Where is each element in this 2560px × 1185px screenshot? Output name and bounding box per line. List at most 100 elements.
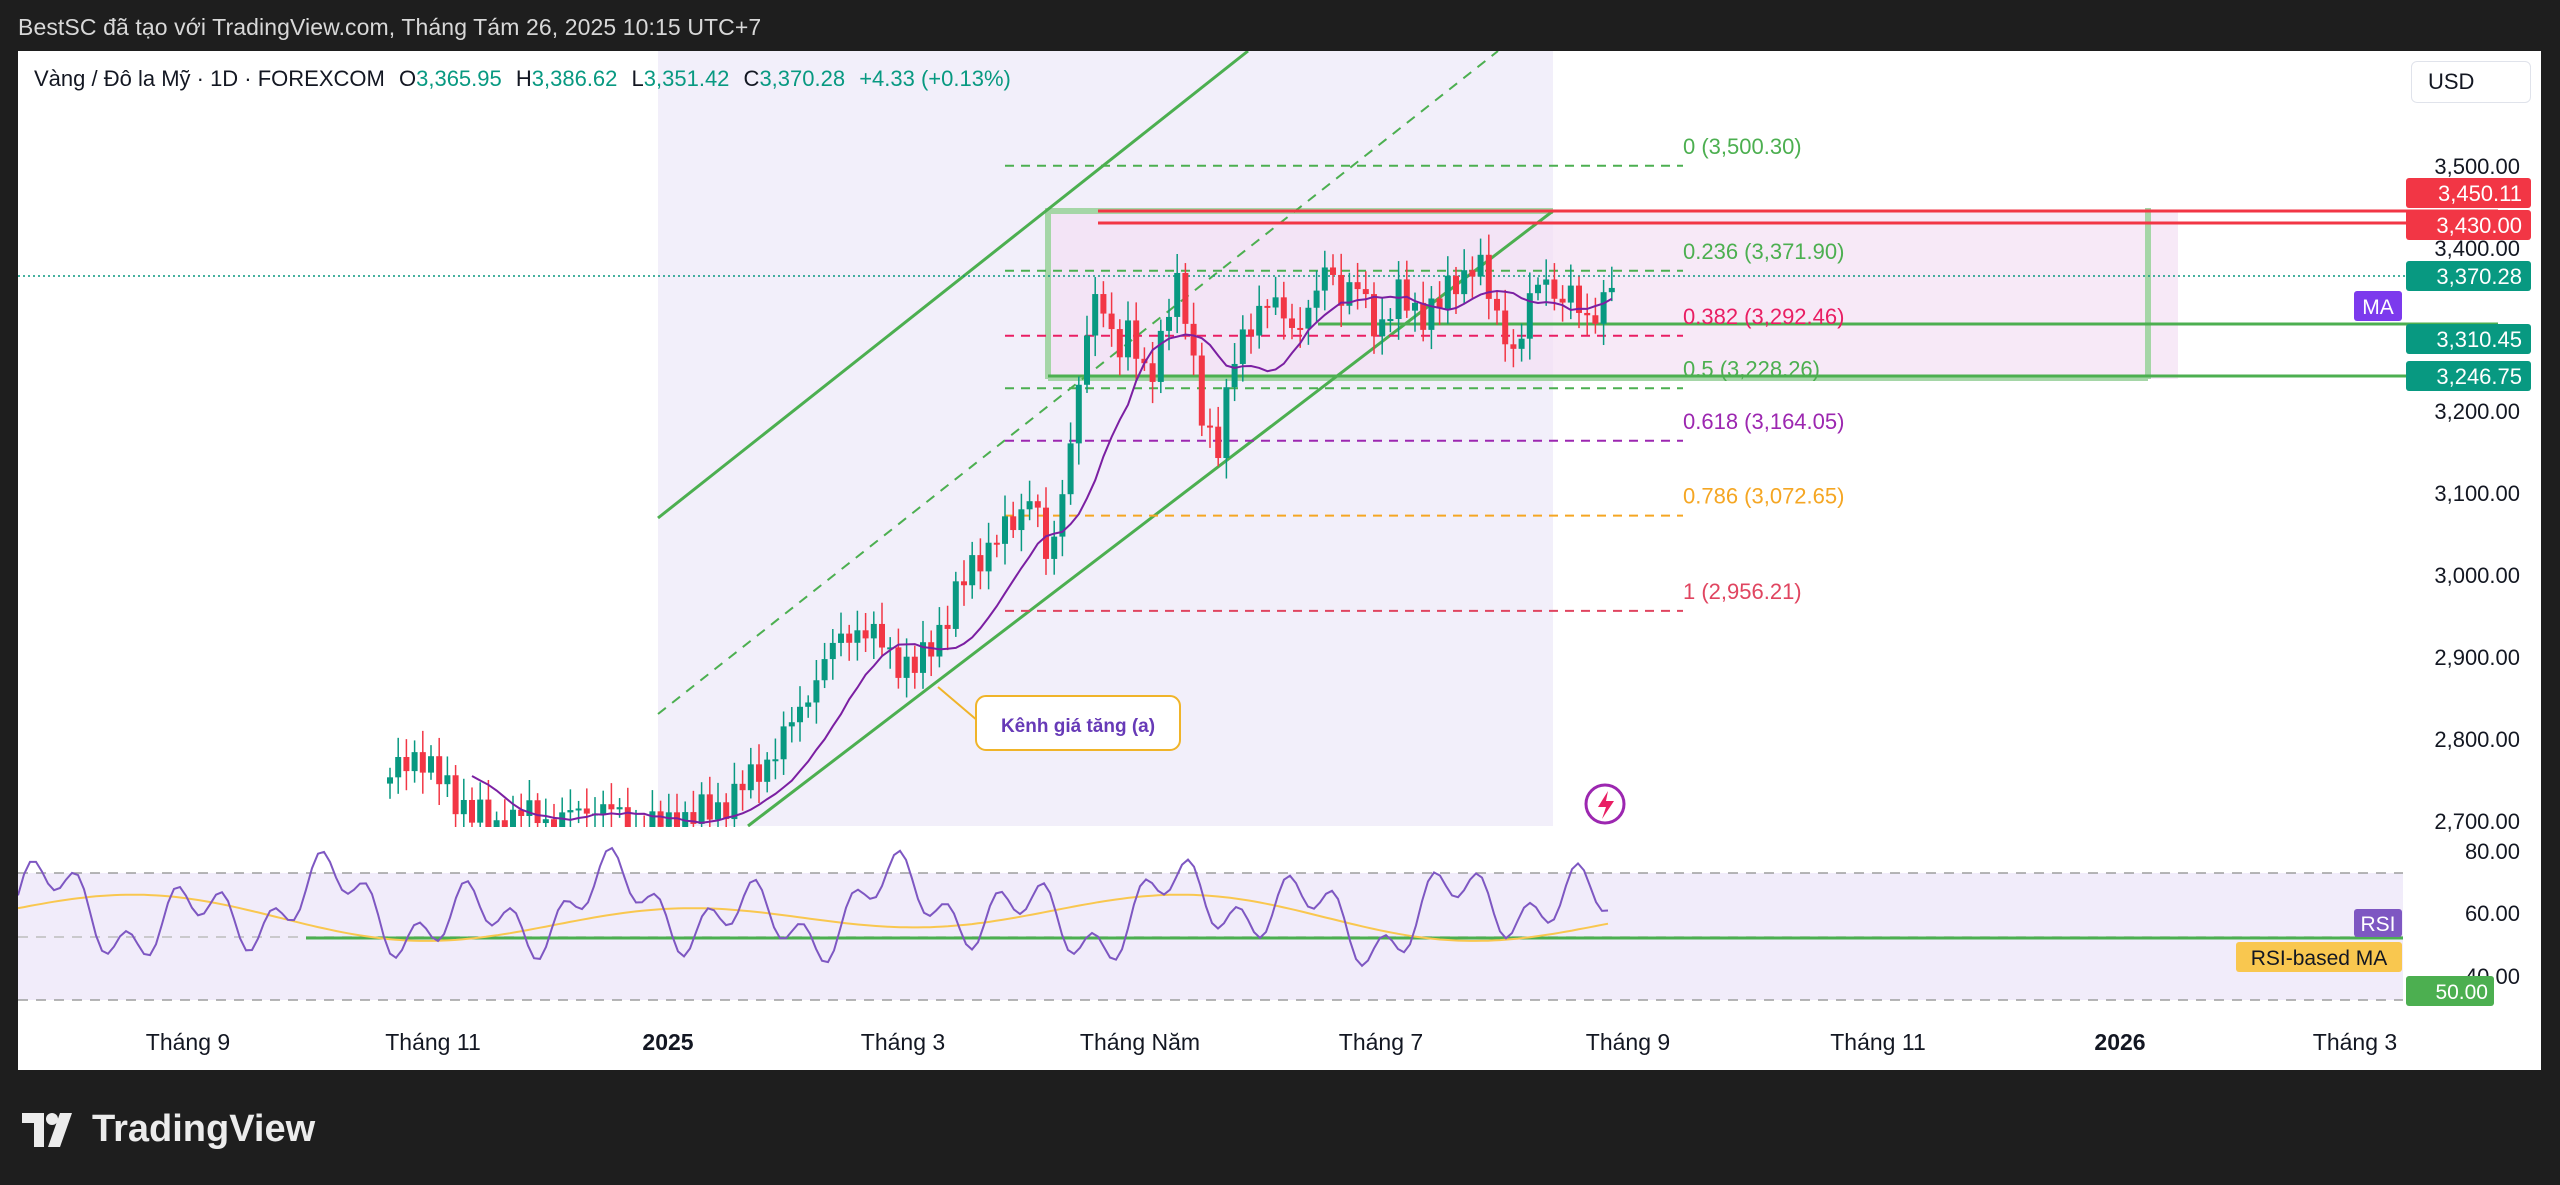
candle-body[interactable] — [1600, 292, 1607, 324]
candle-body[interactable] — [616, 807, 623, 810]
candle-body[interactable] — [1559, 298, 1566, 303]
candle-body[interactable] — [1116, 329, 1123, 358]
channel-mid-line[interactable] — [657, 51, 1499, 715]
candle-body[interactable] — [920, 642, 926, 673]
channel-upper-line[interactable] — [657, 51, 1249, 520]
candle-body[interactable] — [559, 812, 566, 827]
candle-body[interactable] — [879, 623, 885, 648]
candle-body[interactable] — [944, 624, 951, 629]
candle-body[interactable] — [575, 808, 582, 811]
candle-body[interactable] — [928, 642, 935, 657]
candle-body[interactable] — [469, 799, 475, 823]
pane-separator[interactable] — [18, 827, 2541, 835]
candle-body[interactable] — [477, 799, 484, 823]
candle-body[interactable] — [936, 624, 943, 657]
candle-body[interactable] — [788, 722, 795, 727]
candle-body[interactable] — [649, 811, 656, 827]
candle-body[interactable] — [739, 783, 746, 791]
candle-body[interactable] — [747, 764, 754, 791]
range-box[interactable] — [1048, 211, 2178, 379]
chart-panel[interactable]: 0 (3,500.30) 0.236 (3,371.90) 0.382 (3,292… — [18, 51, 2541, 1070]
candle-body[interactable] — [1018, 509, 1025, 531]
candle-body[interactable] — [805, 702, 812, 707]
candle-body[interactable] — [1059, 494, 1066, 537]
channel-lower-line[interactable] — [747, 209, 1554, 828]
candle-body[interactable] — [1264, 305, 1271, 308]
candle-body[interactable] — [1592, 315, 1599, 324]
candle-body[interactable] — [723, 802, 730, 820]
candle-body[interactable] — [1190, 323, 1197, 356]
candle-body[interactable] — [764, 759, 771, 782]
candle-body[interactable] — [518, 809, 525, 816]
candle-body[interactable] — [583, 808, 590, 814]
candle-body[interactable] — [1535, 284, 1541, 294]
candle-body[interactable] — [1305, 307, 1312, 329]
candle-body[interactable] — [1026, 501, 1033, 510]
candle-body[interactable] — [846, 633, 853, 643]
candle-body[interactable] — [1182, 272, 1189, 324]
candle-body[interactable] — [911, 656, 918, 673]
candle-body[interactable] — [542, 819, 549, 824]
candle-body[interactable] — [1608, 287, 1615, 293]
candle-body[interactable] — [419, 752, 426, 773]
candle-body[interactable] — [1379, 319, 1386, 337]
rsi-line[interactable] — [18, 846, 1609, 968]
candle-body[interactable] — [1223, 387, 1230, 459]
candle-body[interactable] — [1395, 279, 1402, 320]
candle-body[interactable] — [1043, 507, 1049, 559]
candle-body[interactable] — [387, 777, 393, 784]
candle-body[interactable] — [1543, 279, 1550, 285]
candle-body[interactable] — [1166, 316, 1172, 331]
lightning-icon[interactable] — [1584, 783, 1626, 825]
candle-body[interactable] — [551, 819, 557, 827]
candle-body[interactable] — [1387, 319, 1394, 322]
candle-body[interactable] — [1428, 298, 1435, 330]
candle-body[interactable] — [1100, 294, 1107, 314]
candle-body[interactable] — [395, 756, 402, 778]
candle-body[interactable] — [985, 542, 992, 572]
candle-body[interactable] — [1502, 310, 1509, 345]
candle-body[interactable] — [1526, 293, 1533, 339]
candle-body[interactable] — [1002, 516, 1008, 544]
candle-body[interactable] — [1157, 330, 1164, 382]
candle-body[interactable] — [1248, 329, 1254, 336]
candle-body[interactable] — [706, 794, 713, 820]
candle-body[interactable] — [1436, 298, 1443, 309]
candle-body[interactable] — [452, 775, 459, 815]
symbol-legend[interactable]: Vàng / Đô la Mỹ · 1D · FOREXCOM O3,365.9… — [34, 66, 1011, 92]
candle-body[interactable] — [1084, 335, 1090, 385]
candle-body[interactable] — [1485, 254, 1492, 299]
candle-body[interactable] — [1477, 254, 1484, 277]
candle-body[interactable] — [534, 800, 541, 824]
candle-body[interactable] — [1108, 313, 1115, 330]
candle-body[interactable] — [1313, 290, 1320, 308]
candle-body[interactable] — [1289, 318, 1295, 328]
candle-body[interactable] — [1010, 516, 1017, 531]
price-axis[interactable]: 3,500.00 3,400.00 3,200.00 3,100.00 3,000.00… — [2434, 154, 2520, 834]
candle-body[interactable] — [1412, 302, 1418, 311]
candle-body[interactable] — [526, 800, 533, 816]
symbol-name[interactable]: Vàng / Đô la Mỹ · 1D · FOREXCOM — [34, 66, 385, 91]
candle-body[interactable] — [1420, 302, 1427, 330]
candle-body[interactable] — [797, 706, 803, 723]
candle-body[interactable] — [1207, 425, 1213, 428]
candle-body[interactable] — [838, 633, 844, 643]
candle-body[interactable] — [1371, 294, 1377, 337]
candle-body[interactable] — [1494, 298, 1500, 311]
candle-body[interactable] — [567, 810, 574, 813]
candle-body[interactable] — [411, 752, 418, 772]
candle-body[interactable] — [682, 812, 689, 827]
candle-body[interactable] — [1198, 355, 1205, 426]
candle-body[interactable] — [854, 630, 861, 643]
candle-body[interactable] — [1231, 363, 1238, 388]
candle-body[interactable] — [952, 581, 959, 629]
candle-body[interactable] — [1174, 272, 1181, 317]
candle-body[interactable] — [1272, 297, 1279, 308]
candle-body[interactable] — [1444, 275, 1451, 309]
candle-body[interactable] — [1469, 270, 1476, 277]
candle-body[interactable] — [1576, 285, 1582, 313]
candle-body[interactable] — [1075, 384, 1082, 444]
candle-body[interactable] — [862, 630, 869, 639]
candle-body[interactable] — [1510, 344, 1517, 349]
candle-body[interactable] — [715, 802, 721, 820]
